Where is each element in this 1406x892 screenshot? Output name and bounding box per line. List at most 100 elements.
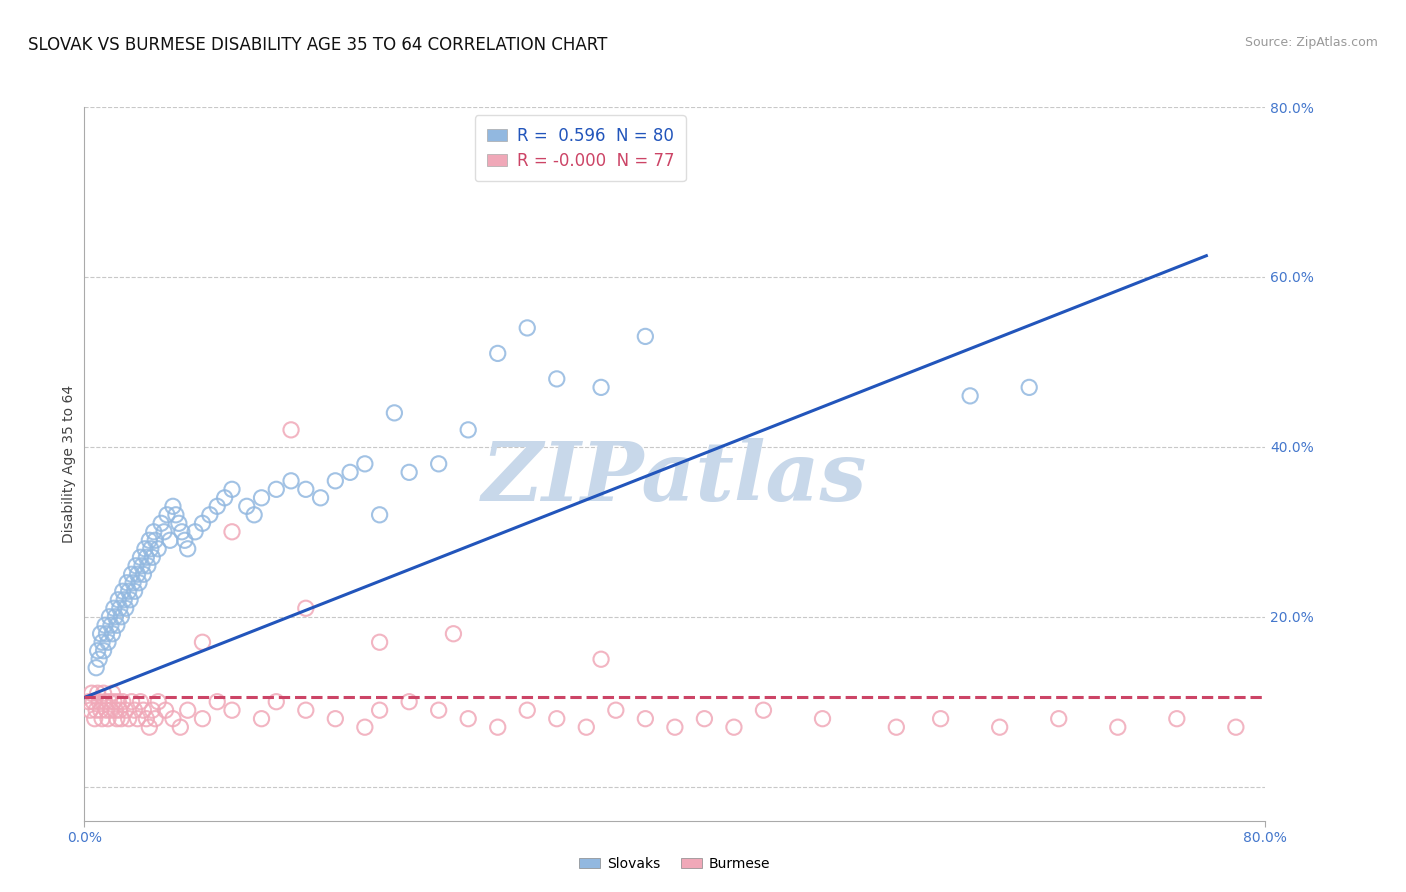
Point bbox=[142, 524, 165, 539]
Point bbox=[127, 712, 149, 726]
Point bbox=[295, 703, 318, 717]
Point bbox=[138, 533, 160, 548]
Point bbox=[138, 720, 160, 734]
Point bbox=[177, 703, 200, 717]
Point bbox=[110, 712, 132, 726]
Point bbox=[207, 500, 229, 514]
Point bbox=[170, 524, 193, 539]
Point bbox=[87, 652, 111, 666]
Point bbox=[118, 712, 141, 726]
Point bbox=[368, 703, 391, 717]
Point bbox=[90, 626, 112, 640]
Point bbox=[143, 712, 166, 726]
Point bbox=[91, 635, 114, 649]
Point bbox=[84, 661, 107, 675]
Point bbox=[427, 703, 450, 717]
Point bbox=[162, 712, 184, 726]
Point bbox=[94, 618, 117, 632]
Point bbox=[1166, 712, 1188, 726]
Point bbox=[84, 703, 107, 717]
Point bbox=[591, 652, 613, 666]
Y-axis label: Disability Age 35 to 64: Disability Age 35 to 64 bbox=[62, 384, 76, 543]
Point bbox=[156, 508, 179, 522]
Point bbox=[141, 703, 163, 717]
Point bbox=[124, 584, 146, 599]
Point bbox=[427, 457, 450, 471]
Point bbox=[191, 516, 214, 531]
Point bbox=[100, 618, 122, 632]
Point bbox=[266, 483, 288, 497]
Point bbox=[167, 516, 190, 531]
Point bbox=[112, 592, 135, 607]
Point bbox=[101, 686, 124, 700]
Point bbox=[266, 695, 288, 709]
Point bbox=[111, 695, 134, 709]
Point bbox=[191, 635, 214, 649]
Point bbox=[295, 483, 318, 497]
Point bbox=[129, 550, 152, 565]
Point bbox=[723, 720, 745, 734]
Point bbox=[457, 712, 479, 726]
Point bbox=[339, 466, 361, 480]
Point bbox=[134, 541, 156, 556]
Point bbox=[124, 703, 146, 717]
Point bbox=[207, 695, 229, 709]
Point bbox=[1225, 720, 1247, 734]
Point bbox=[135, 712, 157, 726]
Point bbox=[153, 524, 176, 539]
Point bbox=[295, 601, 318, 615]
Point bbox=[959, 389, 981, 403]
Point bbox=[132, 703, 155, 717]
Point bbox=[634, 712, 657, 726]
Point bbox=[129, 695, 152, 709]
Point bbox=[546, 712, 568, 726]
Point bbox=[236, 500, 259, 514]
Point bbox=[93, 686, 115, 700]
Point bbox=[280, 423, 302, 437]
Point bbox=[100, 703, 122, 717]
Point bbox=[148, 695, 170, 709]
Point bbox=[546, 372, 568, 386]
Point bbox=[122, 575, 145, 590]
Point bbox=[221, 703, 243, 717]
Point bbox=[143, 533, 166, 548]
Point bbox=[280, 474, 302, 488]
Point bbox=[131, 558, 153, 573]
Point bbox=[443, 626, 465, 640]
Point bbox=[516, 321, 538, 335]
Point bbox=[136, 558, 159, 573]
Point bbox=[91, 712, 114, 726]
Point bbox=[115, 575, 138, 590]
Point bbox=[634, 329, 657, 343]
Point bbox=[141, 550, 163, 565]
Point bbox=[368, 635, 391, 649]
Point bbox=[125, 558, 148, 573]
Point bbox=[135, 550, 157, 565]
Point bbox=[86, 686, 108, 700]
Point bbox=[752, 703, 775, 717]
Point bbox=[98, 695, 121, 709]
Point bbox=[325, 474, 347, 488]
Text: Source: ZipAtlas.com: Source: ZipAtlas.com bbox=[1244, 36, 1378, 49]
Point bbox=[90, 703, 112, 717]
Point bbox=[121, 695, 143, 709]
Point bbox=[250, 712, 273, 726]
Point bbox=[108, 601, 131, 615]
Point bbox=[811, 712, 834, 726]
Point bbox=[105, 712, 128, 726]
Point bbox=[104, 609, 127, 624]
Legend: Slovaks, Burmese: Slovaks, Burmese bbox=[574, 851, 776, 876]
Point bbox=[354, 457, 377, 471]
Point bbox=[243, 508, 266, 522]
Point bbox=[398, 695, 420, 709]
Point bbox=[198, 508, 221, 522]
Point bbox=[382, 406, 406, 420]
Point bbox=[214, 491, 236, 505]
Point bbox=[86, 644, 108, 658]
Point bbox=[80, 686, 103, 700]
Point bbox=[93, 644, 115, 658]
Point bbox=[886, 720, 908, 734]
Point bbox=[148, 541, 170, 556]
Point bbox=[107, 695, 129, 709]
Point bbox=[114, 601, 136, 615]
